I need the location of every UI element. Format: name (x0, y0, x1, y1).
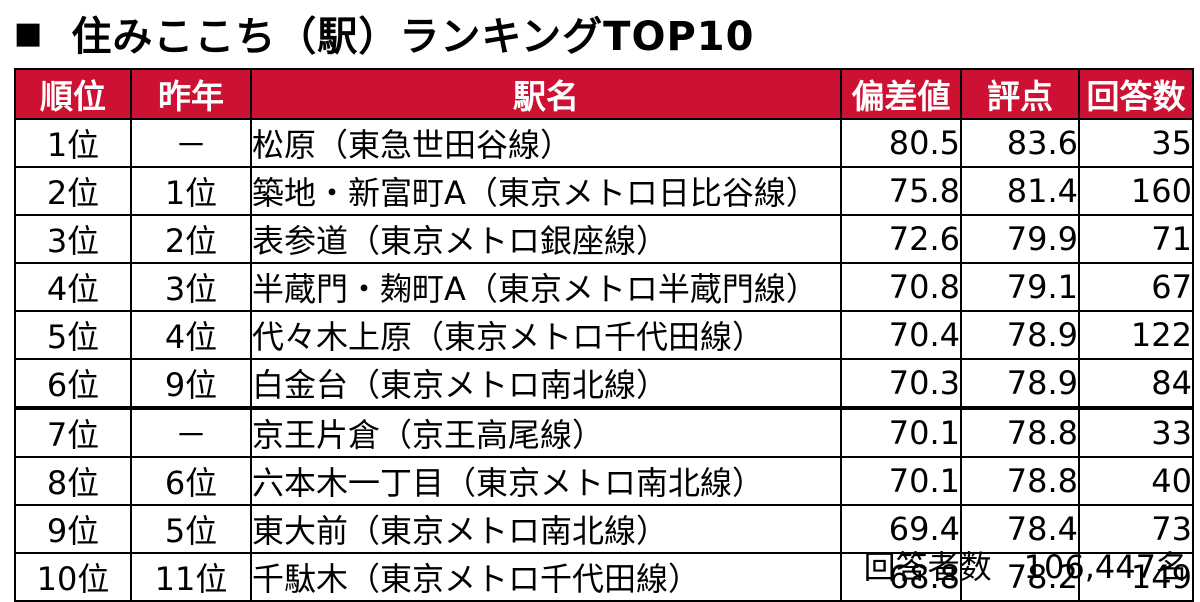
station-cell: 表参道（東京メトロ銀座線） (250, 214, 842, 264)
station-cell: 白金台（東京メトロ南北線） (250, 358, 842, 409)
last-year-cell: － (130, 118, 252, 168)
score-cell: 81.4 (960, 166, 1080, 216)
last-year-cell: 5位 (130, 504, 252, 554)
table-row: 6位 9位 白金台（東京メトロ南北線） 70.3 78.9 84 (14, 358, 1194, 409)
header-deviation: 偏差値 (840, 68, 962, 120)
rank-cell: 4位 (14, 262, 132, 312)
last-year-cell: 11位 (130, 552, 252, 602)
deviation-cell: 75.8 (840, 166, 962, 216)
station-cell: 半蔵門・麹町A（東京メトロ半蔵門線） (250, 262, 842, 312)
score-cell: 78.9 (960, 358, 1080, 409)
score-cell: 79.1 (960, 262, 1080, 312)
rank-cell: 7位 (14, 406, 132, 458)
station-cell: 築地・新富町A（東京メトロ日比谷線） (250, 166, 842, 216)
station-cell: 東大前（東京メトロ南北線） (250, 504, 842, 554)
rank-cell: 10位 (14, 552, 132, 602)
station-cell: 松原（東急世田谷線） (250, 118, 842, 168)
table-row: 5位 4位 代々木上原（東京メトロ千代田線） 70.4 78.9 122 (14, 310, 1194, 360)
respondent-count: 回答者数 106,447名 (863, 548, 1188, 586)
square-bullet-icon: ■ (14, 15, 44, 51)
score-cell: 83.6 (960, 118, 1080, 168)
rank-cell: 2位 (14, 166, 132, 216)
score-cell: 78.8 (960, 456, 1080, 506)
deviation-cell: 70.1 (840, 406, 962, 458)
deviation-cell: 70.1 (840, 456, 962, 506)
station-cell: 京王片倉（京王高尾線） (250, 406, 842, 458)
deviation-cell: 80.5 (840, 118, 962, 168)
deviation-cell: 70.4 (840, 310, 962, 360)
header-score: 評点 (960, 68, 1080, 120)
responses-cell: 40 (1078, 456, 1194, 506)
table-row: 1位 － 松原（東急世田谷線） 80.5 83.6 35 (14, 118, 1194, 168)
ranking-table: 順位 昨年 駅名 偏差値 評点 回答数 1位 － 松原（東急世田谷線） 80.5… (14, 68, 1194, 602)
responses-cell: 160 (1078, 166, 1194, 216)
rank-cell: 8位 (14, 456, 132, 506)
title-text: 住みここち（駅）ランキングTOP10 (71, 14, 755, 60)
last-year-cell: 4位 (130, 310, 252, 360)
responses-cell: 71 (1078, 214, 1194, 264)
rank-cell: 3位 (14, 214, 132, 264)
score-cell: 78.4 (960, 504, 1080, 554)
page-title: ■ 住みここち（駅）ランキングTOP10 (14, 4, 754, 62)
rank-cell: 6位 (14, 358, 132, 409)
header-station: 駅名 (250, 68, 842, 120)
header-responses: 回答数 (1078, 68, 1194, 120)
station-cell: 代々木上原（東京メトロ千代田線） (250, 310, 842, 360)
header-rank: 順位 (14, 68, 132, 120)
responses-cell: 67 (1078, 262, 1194, 312)
responses-cell: 122 (1078, 310, 1194, 360)
score-cell: 79.9 (960, 214, 1080, 264)
station-cell: 六本木一丁目（東京メトロ南北線） (250, 456, 842, 506)
score-cell: 78.9 (960, 310, 1080, 360)
last-year-cell: 3位 (130, 262, 252, 312)
station-cell: 千駄木（東京メトロ千代田線） (250, 552, 842, 602)
responses-cell: 35 (1078, 118, 1194, 168)
score-cell: 78.8 (960, 406, 1080, 458)
last-year-cell: － (130, 406, 252, 458)
deviation-cell: 69.4 (840, 504, 962, 554)
last-year-cell: 1位 (130, 166, 252, 216)
table-row: 2位 1位 築地・新富町A（東京メトロ日比谷線） 75.8 81.4 160 (14, 166, 1194, 216)
deviation-cell: 70.8 (840, 262, 962, 312)
rank-cell: 1位 (14, 118, 132, 168)
rank-cell: 9位 (14, 504, 132, 554)
table-row: 9位 5位 東大前（東京メトロ南北線） 69.4 78.4 73 (14, 504, 1194, 554)
table-row: 4位 3位 半蔵門・麹町A（東京メトロ半蔵門線） 70.8 79.1 67 (14, 262, 1194, 312)
deviation-cell: 70.3 (840, 358, 962, 409)
header-last-year: 昨年 (130, 68, 252, 120)
table-row: 3位 2位 表参道（東京メトロ銀座線） 72.6 79.9 71 (14, 214, 1194, 264)
responses-cell: 73 (1078, 504, 1194, 554)
table-row: 8位 6位 六本木一丁目（東京メトロ南北線） 70.1 78.8 40 (14, 456, 1194, 506)
responses-cell: 84 (1078, 358, 1194, 409)
last-year-cell: 2位 (130, 214, 252, 264)
rank-cell: 5位 (14, 310, 132, 360)
deviation-cell: 72.6 (840, 214, 962, 264)
table-header-row: 順位 昨年 駅名 偏差値 評点 回答数 (14, 68, 1194, 120)
table-row: 7位 － 京王片倉（京王高尾線） 70.1 78.8 33 (14, 406, 1194, 458)
last-year-cell: 6位 (130, 456, 252, 506)
responses-cell: 33 (1078, 406, 1194, 458)
last-year-cell: 9位 (130, 358, 252, 409)
